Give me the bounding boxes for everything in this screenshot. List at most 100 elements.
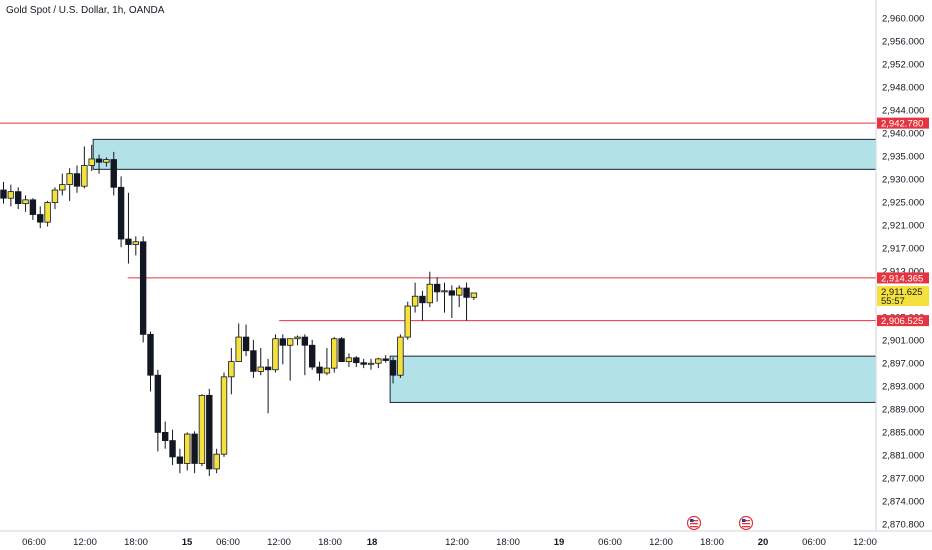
candle-body <box>132 241 139 245</box>
candle-body <box>242 336 250 352</box>
levels-layer <box>0 122 876 322</box>
candle-body <box>463 287 470 298</box>
candle-body <box>81 165 88 187</box>
price-axis-tick-label: 2,956.000 <box>882 37 924 48</box>
current-price-label: 2,911.625 <box>881 287 923 298</box>
current-price-label-bg <box>877 286 929 306</box>
event-markers-layer <box>686 515 754 531</box>
candle-body <box>257 366 264 372</box>
price-axis-tick-label: 2,952.000 <box>882 60 924 71</box>
price-axis-tick-label: 2,889.000 <box>882 405 924 416</box>
supply-demand-zone <box>389 355 877 403</box>
candle-body <box>88 158 95 166</box>
candle-body <box>184 433 191 464</box>
candle-body <box>110 159 117 188</box>
candle-body <box>323 367 331 374</box>
candle-body <box>279 338 286 346</box>
candles-layer <box>0 144 478 476</box>
candle-body <box>250 350 257 372</box>
candle-body <box>191 433 198 464</box>
candle-body <box>139 241 147 335</box>
us-flag-icon[interactable] <box>686 515 702 531</box>
time-axis[interactable]: 06:00 12:00 18:00 15 06:00 12:00 18:00 18 12:00 1… <box>0 530 932 548</box>
level-price-label-bg <box>877 117 929 129</box>
time-axis-tick-label: 18:00 <box>318 537 342 548</box>
candle-body <box>404 305 411 338</box>
price-axis-tick-label: 2,948.000 <box>882 83 924 94</box>
candle-body <box>22 199 29 205</box>
candle-body <box>367 362 375 365</box>
candle-body <box>448 290 456 296</box>
candle-body <box>294 336 301 340</box>
flag-stripe <box>742 520 750 522</box>
price-axis-tick-label: 2,893.000 <box>882 382 924 393</box>
time-axis-tick-label: 06:00 <box>22 537 46 548</box>
price-axis-tick-label: 2,960.000 <box>882 14 924 25</box>
candle-body <box>37 214 44 223</box>
time-axis-tick-label: 12:00 <box>73 537 97 548</box>
candle-body <box>375 358 382 364</box>
time-axis-tick-label: 20 <box>758 537 769 548</box>
chart-title: Gold Spot / U.S. Dollar, 1h, OANDA <box>6 5 165 16</box>
candle-body <box>397 336 404 376</box>
candle-body <box>426 283 433 304</box>
price-axis-tick-label: 2,874.000 <box>882 497 924 508</box>
candle-body <box>228 361 235 378</box>
flag-stripe <box>690 523 698 525</box>
price-axis-tick-label: 2,877.000 <box>882 474 924 485</box>
candle-body <box>470 292 478 298</box>
candle-body <box>382 358 389 361</box>
candle-body <box>7 191 15 199</box>
price-axis-tick-label: 2,930.000 <box>882 175 924 186</box>
candle-body <box>154 374 162 433</box>
price-axis-tick-label: 2,935.000 <box>882 152 924 163</box>
time-axis-tick-label: 06:00 <box>802 537 826 548</box>
candle-body <box>345 357 353 362</box>
candle-body <box>360 362 367 365</box>
zones-layer <box>92 138 877 403</box>
time-axis-tick-label: 19 <box>554 537 565 548</box>
candle-body <box>331 338 338 369</box>
candle-body <box>161 432 169 441</box>
candle-body <box>169 440 176 458</box>
flag-canton <box>690 519 694 522</box>
candle-body <box>338 338 345 362</box>
time-axis-tick-label: 12:00 <box>649 537 673 548</box>
time-axis-tick-label: 18:00 <box>124 537 148 548</box>
level-price-label-bg <box>877 272 929 284</box>
price-labels-layer: 2,942.780 2,914.365 2,906.525 2,911.62555:5… <box>877 117 929 327</box>
level-price-label-bg <box>877 315 929 327</box>
candle-body <box>103 159 110 163</box>
candle-body <box>66 173 73 185</box>
candle-body <box>220 376 228 455</box>
us-flag-icon[interactable] <box>738 515 754 531</box>
price-axis[interactable]: 2,960.000 2,956.000 2,952.000 2,948.000 2,94… <box>875 0 924 531</box>
level-price-label: 2,906.525 <box>881 316 923 327</box>
time-axis-tick-label: 12:00 <box>445 537 469 548</box>
candle-body <box>51 189 59 203</box>
supply-demand-zone <box>92 138 877 170</box>
time-axis-tick-label: 12:00 <box>853 537 877 548</box>
level-price-label: 2,914.365 <box>881 273 923 284</box>
flag-stripe <box>742 523 750 525</box>
price-axis-tick-label: 2,913.000 <box>882 267 924 278</box>
candle-body <box>316 366 323 374</box>
candle-body <box>411 295 419 307</box>
candle-body <box>389 360 397 376</box>
candle-body <box>441 290 448 293</box>
time-axis-tick-label: 18:00 <box>700 537 724 548</box>
time-axis-tick-label: 18:00 <box>496 537 520 548</box>
candle-body <box>198 394 206 464</box>
candle-body <box>353 357 360 364</box>
candle-body <box>29 199 37 215</box>
candle-body <box>272 338 279 371</box>
time-axis-tick-label: 06:00 <box>598 537 622 548</box>
price-axis-tick-label: 2,925.000 <box>882 198 924 209</box>
candle-body <box>235 336 242 362</box>
candle-body <box>176 456 184 464</box>
price-axis-tick-label: 2,885.000 <box>882 428 924 439</box>
price-axis-tick-label: 2,901.000 <box>882 336 924 347</box>
level-price-label: 2,942.780 <box>881 119 923 130</box>
candle-body <box>0 189 7 199</box>
